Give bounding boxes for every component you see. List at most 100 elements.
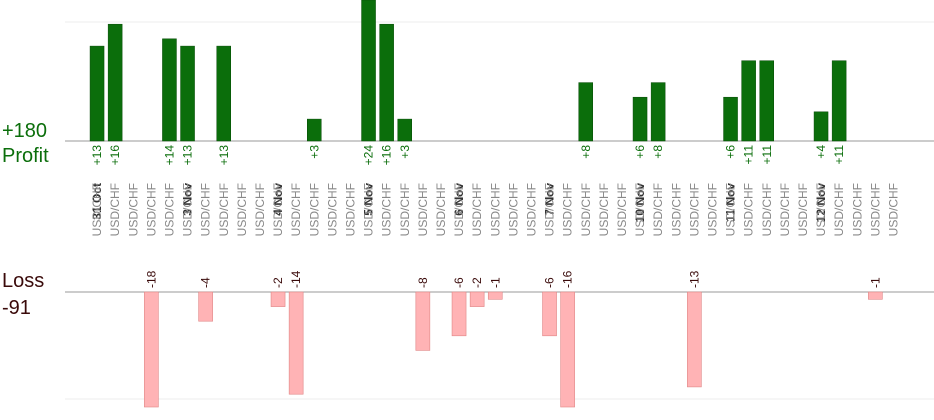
loss-total: -91 xyxy=(2,297,31,319)
instrument-label: USD/CHF xyxy=(271,183,285,236)
date-label: 3 Nov xyxy=(181,183,195,216)
instrument-label: USD/CHF xyxy=(470,183,484,236)
profit-bar xyxy=(307,118,322,142)
date-label: 7 Nov xyxy=(543,183,557,216)
instrument-label: USD/CHF xyxy=(778,183,792,236)
profit-value-label: +24 xyxy=(362,145,376,166)
date-label: 11 Nov xyxy=(724,183,738,222)
profit-bar xyxy=(578,82,593,142)
profit-value-label: +13 xyxy=(181,145,195,166)
instrument-label: USD/CHF xyxy=(488,183,502,236)
loss-bar xyxy=(144,291,159,408)
profit-bar xyxy=(216,45,231,142)
instrument-label: USD/CHF xyxy=(506,183,520,236)
instrument-label: USD/CHF xyxy=(633,183,647,236)
instrument-label: USD/CHF xyxy=(235,183,249,236)
profit-bar xyxy=(89,45,105,142)
instrument-label: USD/CHF xyxy=(416,183,430,236)
profit-value-label: +11 xyxy=(832,145,846,165)
profit-bar xyxy=(813,111,829,142)
profit-bar xyxy=(632,96,648,142)
profit-bar xyxy=(831,60,847,142)
loss-bar xyxy=(288,291,304,395)
profit-value-label: +13 xyxy=(90,145,104,166)
profit-bar xyxy=(180,45,195,142)
profit-value-label: +11 xyxy=(760,145,774,165)
instrument-label: USD/CHF xyxy=(108,183,122,236)
profit-bar xyxy=(397,118,412,142)
profit-bar xyxy=(759,60,774,142)
instrument-label: USD/CHF xyxy=(579,183,593,236)
date-label: 6 Nov xyxy=(452,183,466,216)
instrument-label: USD/CHF xyxy=(724,183,738,236)
instrument-label: USD/CHF xyxy=(850,183,864,236)
instrument-label: USD/CHF xyxy=(434,183,448,236)
instrument-label: USD/CHF xyxy=(144,183,158,236)
profit-bar xyxy=(723,96,738,142)
loss-bar xyxy=(560,291,575,408)
instrument-label: USD/CHF xyxy=(181,183,195,236)
profit-bar xyxy=(650,82,666,142)
loss-bar xyxy=(487,291,503,300)
instrument-label: USD/CHF xyxy=(669,183,683,236)
loss-value-label: -14 xyxy=(289,270,303,288)
instrument-label: USD/CHF xyxy=(705,183,719,236)
instrument-label: USD/CHF xyxy=(126,183,140,236)
profit-value-label: +8 xyxy=(579,145,593,159)
instrument-label: USD/CHF xyxy=(343,183,357,236)
loss-value-label: -4 xyxy=(199,277,213,288)
profit-value-label: +6 xyxy=(633,145,647,159)
loss-bar xyxy=(270,291,286,307)
instrument-label: USD/CHF xyxy=(832,183,846,236)
profit-total: +180 xyxy=(2,120,48,142)
loss-value-label: -2 xyxy=(271,277,285,288)
loss-value-label: -16 xyxy=(561,270,575,288)
instrument-label: USD/CHF xyxy=(90,183,104,236)
profit-value-label: +4 xyxy=(814,145,828,159)
loss-bar xyxy=(198,291,213,322)
instrument-label: USD/CHF xyxy=(380,183,394,236)
profit-bar xyxy=(361,0,376,142)
loss-value-label: -8 xyxy=(416,277,430,288)
loss-value-label: -1 xyxy=(868,277,882,288)
instrument-label: USD/CHF xyxy=(561,183,575,236)
loss-label: Loss xyxy=(2,270,45,292)
date-label: 10 Nov xyxy=(633,183,647,223)
instrument-label: USD/CHF xyxy=(760,183,774,236)
date-label: 12 Nov xyxy=(814,183,828,223)
instrument-label: USD/CHF xyxy=(325,183,339,236)
instrument-label: USD/CHF xyxy=(742,183,756,236)
instrument-label: USD/CHF xyxy=(615,183,629,236)
profit-value-label: +6 xyxy=(724,145,738,159)
profit-value-label: +11 xyxy=(742,145,756,165)
profit-value-label: +13 xyxy=(217,145,231,166)
instrument-label: USD/CHF xyxy=(524,183,538,236)
profit-value-label: +16 xyxy=(108,145,122,166)
profit-value-label: +3 xyxy=(307,145,321,159)
instrument-label: USD/CHF xyxy=(796,183,810,236)
loss-value-label: -13 xyxy=(687,270,701,288)
instrument-label: USD/CHF xyxy=(217,183,231,236)
profit-bar xyxy=(162,38,177,142)
instrument-label: USD/CHF xyxy=(814,183,828,236)
loss-value-label: -18 xyxy=(144,270,158,288)
loss-bar xyxy=(687,291,702,388)
instrument-label: USD/CHF xyxy=(199,183,213,236)
date-label: 4 Nov xyxy=(271,183,285,216)
profit-bar xyxy=(379,23,394,142)
instrument-label: USD/CHF xyxy=(868,183,882,236)
loss-bar xyxy=(542,291,557,337)
profit-bar xyxy=(107,23,123,142)
instrument-label: USD/CHF xyxy=(162,183,176,236)
profit-label: Profit xyxy=(2,145,49,167)
date-label: 31 Oct xyxy=(90,183,104,220)
instrument-label: USD/CHF xyxy=(886,183,900,236)
profit-value-label: +14 xyxy=(162,145,176,166)
instrument-label: USD/CHF xyxy=(543,183,557,236)
instrument-label: USD/CHF xyxy=(362,183,376,236)
instrument-label: USD/CHF xyxy=(253,183,267,236)
profit-value-label: +8 xyxy=(651,145,665,159)
loss-bar xyxy=(451,291,467,337)
instrument-label: USD/CHF xyxy=(307,183,321,236)
